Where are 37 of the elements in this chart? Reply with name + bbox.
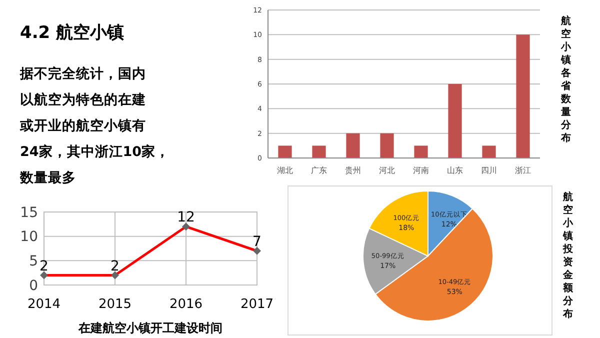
text: 据不完全统计，国内 <box>19 65 146 82</box>
bar <box>312 146 326 158</box>
y-tick-label: 0 <box>29 278 38 294</box>
x-tick-label: 2014 <box>27 297 61 312</box>
data-label: 2 <box>40 258 48 274</box>
y-tick-label: 10 <box>20 229 38 246</box>
x-tick-label: 四川 <box>481 166 497 175</box>
bar <box>278 146 292 158</box>
text: 24家，其中浙江10家， <box>20 143 170 160</box>
bar <box>346 133 360 158</box>
chart-title: 航空小镇各省数量分布 <box>561 16 571 144</box>
x-tick-label: 2015 <box>98 297 132 312</box>
data-label: 2 <box>110 258 120 274</box>
text: 数量最多 <box>19 170 76 186</box>
bar <box>482 146 496 158</box>
bar <box>516 34 530 158</box>
x-tick-label: 湖北 <box>277 166 293 175</box>
text: 4.2 航空小镇 <box>20 23 124 43</box>
bar <box>380 133 394 158</box>
x-tick-label: 河南 <box>413 166 429 175</box>
x-tick-label: 广东 <box>311 166 327 175</box>
bar <box>414 146 428 158</box>
data-label: 7 <box>252 234 262 250</box>
text: 以航空为特色的在建 <box>20 91 146 108</box>
x-tick-label: 浙江 <box>515 166 531 175</box>
y-tick-label: 5 <box>29 254 38 270</box>
bar <box>448 84 462 158</box>
chart-title: 航空小镇投资金额分布 <box>563 192 573 320</box>
x-tick-label: 贵州 <box>345 166 361 175</box>
x-tick-label: 山东 <box>447 166 463 175</box>
x-axis-title: 在建航空小镇开工建设时间 <box>78 321 222 335</box>
x-tick-label: 2017 <box>240 297 274 312</box>
data-label: 12 <box>177 210 195 226</box>
x-tick-label: 河北 <box>379 166 395 175</box>
text: 或开业的航空小镇有 <box>19 117 146 134</box>
y-tick-label: 15 <box>20 204 38 221</box>
x-tick-label: 2016 <box>169 297 203 312</box>
